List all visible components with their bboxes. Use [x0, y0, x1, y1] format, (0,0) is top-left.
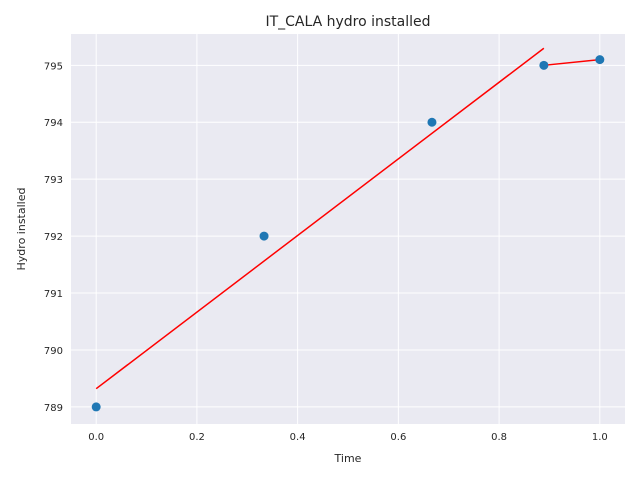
data-point [539, 60, 549, 70]
data-points [91, 55, 605, 412]
data-point [259, 231, 269, 241]
x-axis-label: Time [334, 452, 362, 465]
y-tick-label: 795 [44, 61, 63, 72]
y-tick-label: 793 [44, 175, 63, 186]
x-tick-label: 0.0 [88, 432, 104, 443]
y-axis-ticks: 789 790 791 792 793 794 795 [44, 61, 63, 414]
x-tick-label: 0.4 [290, 432, 306, 443]
data-point [595, 55, 605, 65]
x-tick-label: 0.6 [390, 432, 406, 443]
data-point [427, 117, 437, 127]
x-axis-ticks: 0.0 0.2 0.4 0.6 0.8 1.0 [88, 432, 608, 443]
y-tick-label: 792 [44, 232, 63, 243]
y-tick-label: 790 [44, 346, 63, 357]
y-axis-label: Hydro installed [15, 188, 28, 271]
y-tick-label: 794 [44, 118, 63, 129]
chart-title: IT_CALA hydro installed [265, 14, 430, 30]
x-tick-label: 1.0 [592, 432, 608, 443]
y-tick-label: 791 [44, 289, 63, 300]
x-tick-label: 0.8 [491, 432, 507, 443]
fit-lines [95, 47, 600, 390]
grid [71, 34, 625, 424]
fit-line [543, 58, 600, 67]
fit-line [95, 47, 545, 390]
data-point [91, 402, 101, 412]
y-tick-label: 789 [44, 403, 63, 414]
plot-area [71, 34, 625, 424]
x-tick-label: 0.2 [189, 432, 205, 443]
